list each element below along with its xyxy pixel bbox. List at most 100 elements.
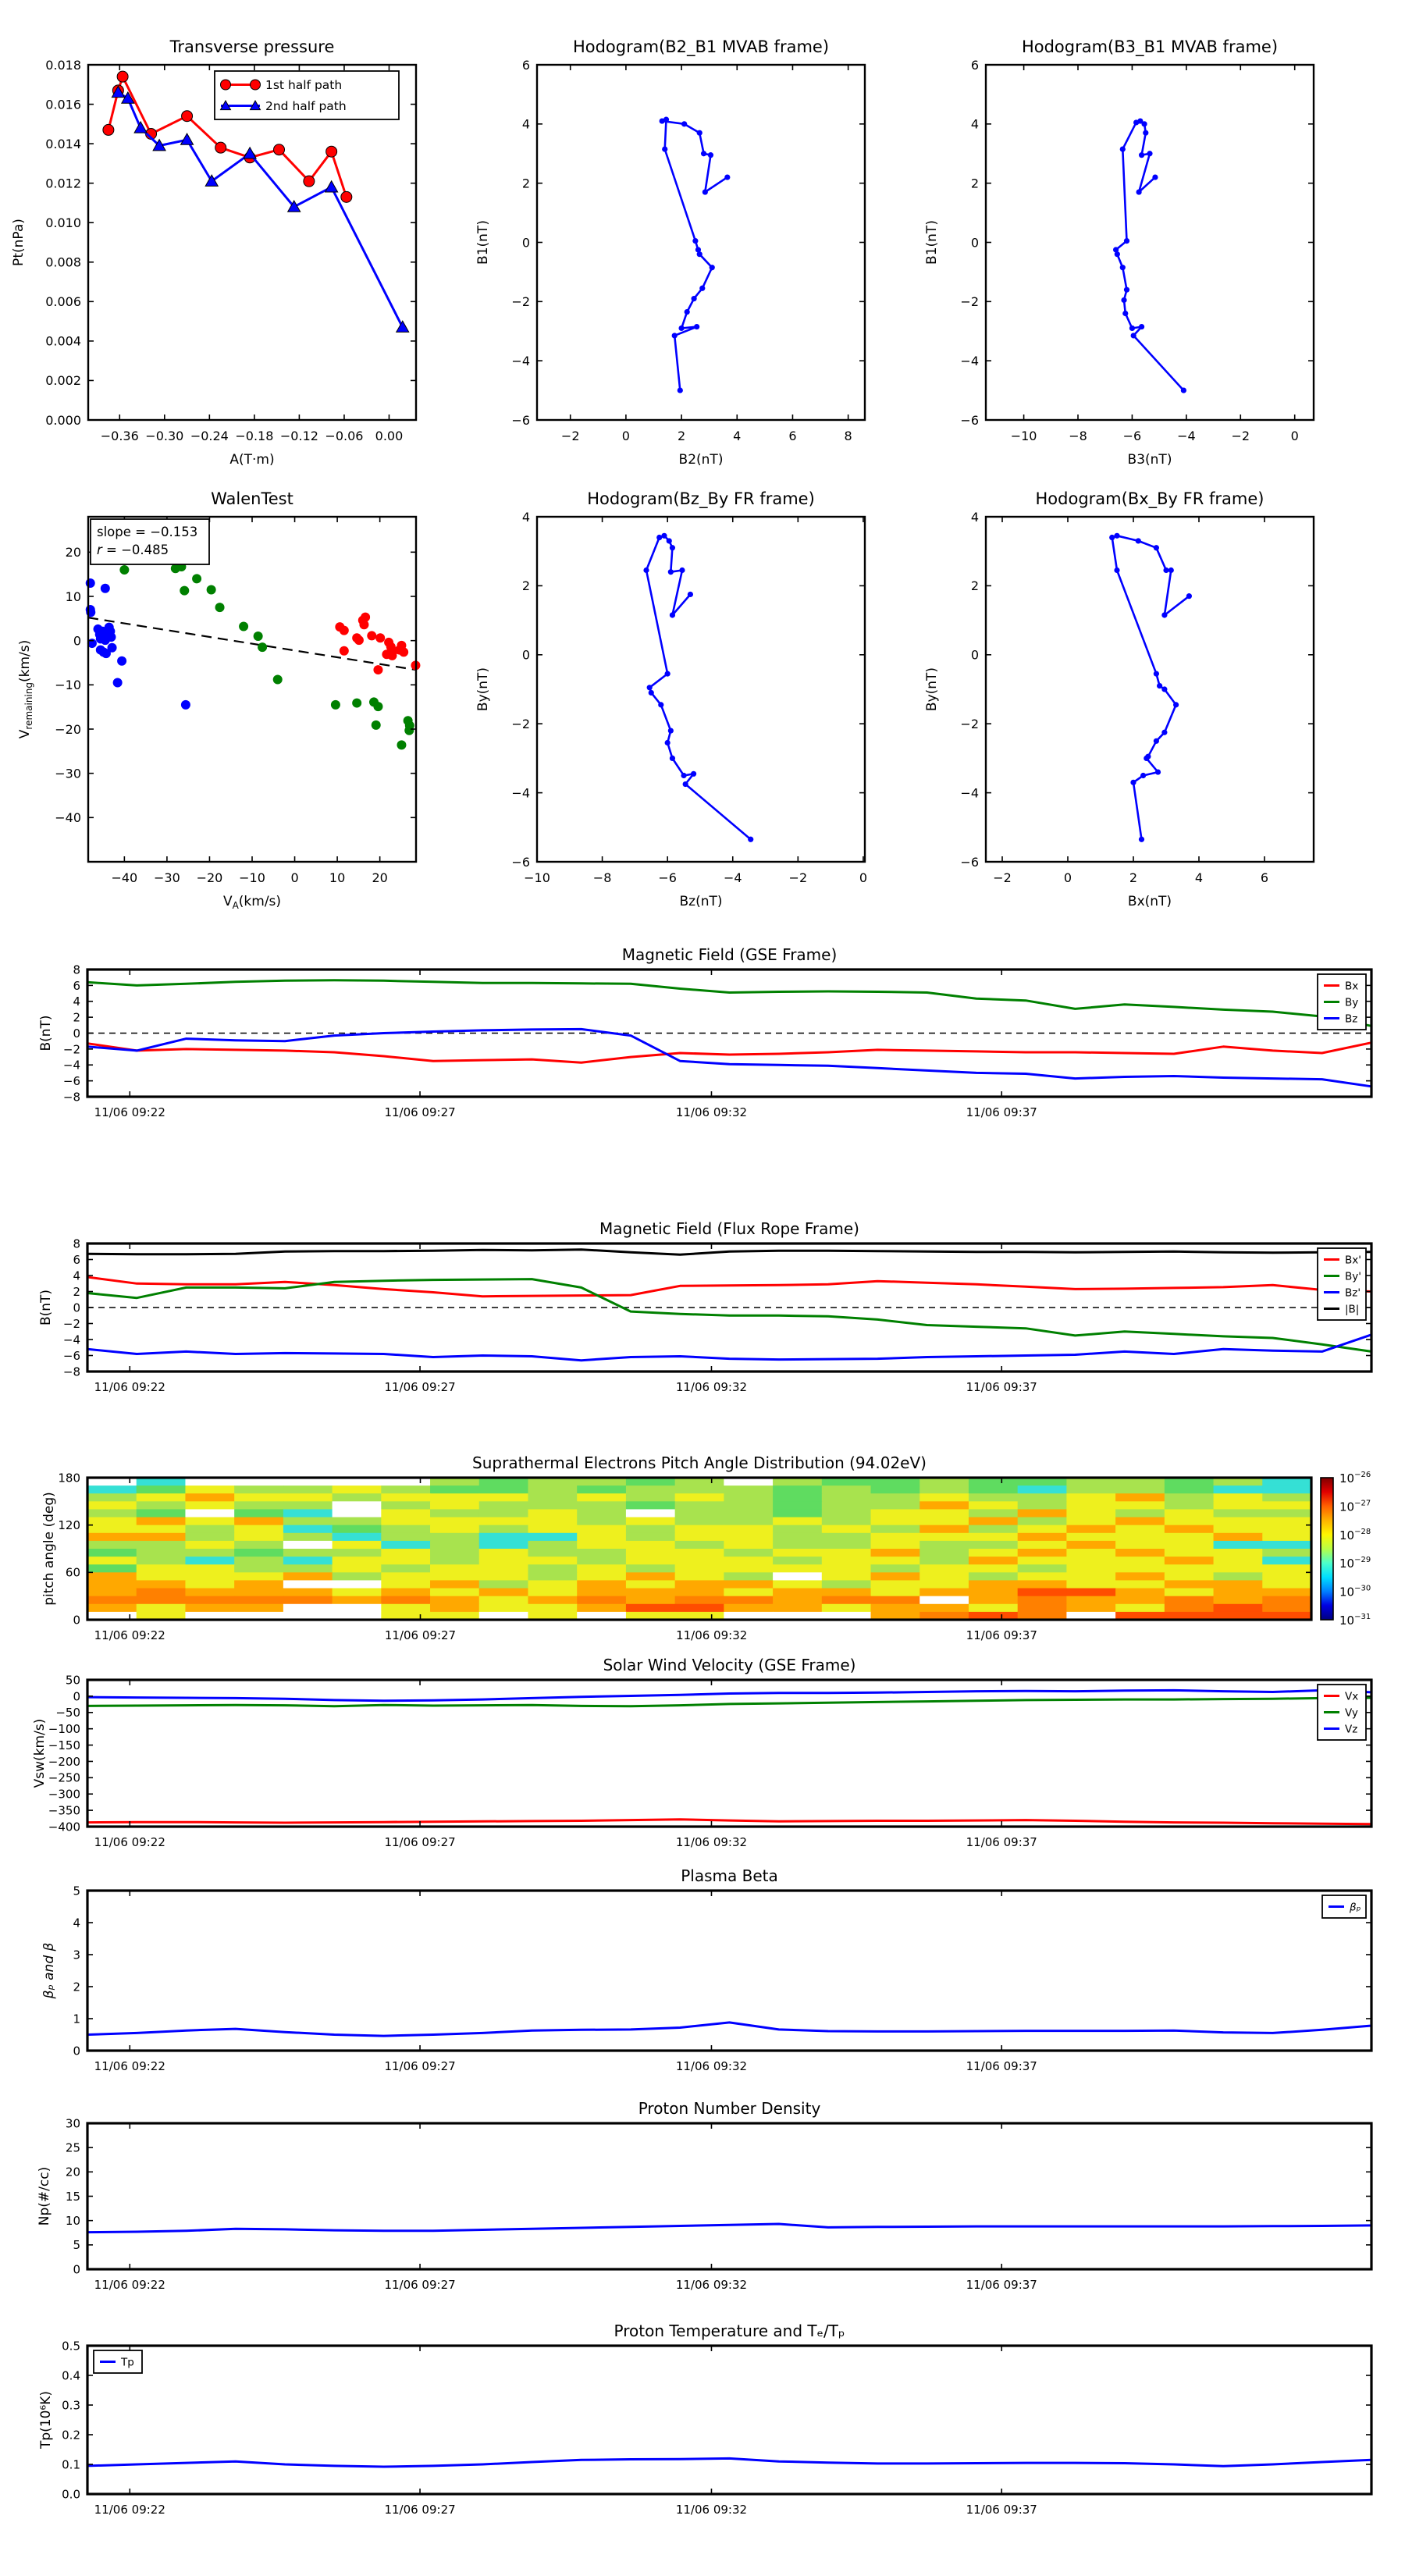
y-tick-label: 2 xyxy=(73,1011,80,1025)
y-tick-label: 20 xyxy=(66,2165,80,2179)
axis-ticks: 11/06 09:22 11/06 09:27 11/06 09:32 11/06 0… xyxy=(48,1673,1371,1849)
legend-label: Vy xyxy=(1345,1706,1358,1719)
y-axis-label: Tp(10⁶K) xyxy=(38,2391,54,2450)
y-tick-label: 6 xyxy=(971,58,979,73)
series-Bx' xyxy=(86,1276,1373,1298)
x-tick-label: −40 xyxy=(111,870,137,885)
y-tick-label: 0.006 xyxy=(45,294,81,309)
x-axis-label: B3(nT) xyxy=(1128,452,1172,468)
x-tick-label: −8 xyxy=(593,870,612,885)
y-tick-label: 20 xyxy=(66,545,81,560)
x-tick-label: 11/06 09:37 xyxy=(966,2278,1037,2292)
legend-label: By' xyxy=(1345,1270,1361,1283)
y-tick-label: −4 xyxy=(511,354,530,368)
x-tick-label: 11/06 09:27 xyxy=(384,1835,455,1849)
x-tick-label: −10 xyxy=(524,870,550,885)
axes-frame xyxy=(86,1678,1373,1828)
y-tick-label: 3 xyxy=(73,1948,80,1962)
y-tick-label: −10 xyxy=(55,678,81,692)
legend-label: 1st half path xyxy=(265,78,342,92)
panel-title: Hodogram(B2_B1 MVAB frame) xyxy=(573,37,829,57)
y-tick-label: −4 xyxy=(960,354,979,368)
y-tick-label: −2 xyxy=(63,1317,80,1331)
y-tick-label: 5 xyxy=(73,2238,80,2252)
x-tick-label: 4 xyxy=(1195,870,1203,885)
panel-title: Hodogram(Bz_By FR frame) xyxy=(587,489,815,509)
y-tick-label: −250 xyxy=(48,1771,80,1785)
y-tick-label: 60 xyxy=(66,1566,80,1580)
x-tick-label: 11/06 09:27 xyxy=(384,1380,455,1394)
annotation-text: r = −0.485 xyxy=(97,543,169,557)
x-tick-label: 11/06 09:37 xyxy=(966,1380,1037,1394)
y-tick-label: 0 xyxy=(73,1613,80,1627)
legend: βₚ xyxy=(1321,1895,1367,1919)
y-tick-label: 2 xyxy=(522,578,530,593)
x-tick-label: 0 xyxy=(1064,870,1072,885)
y-tick-label: −4 xyxy=(63,1059,80,1073)
y-tick-label: 15 xyxy=(66,2190,80,2204)
series-By xyxy=(86,979,1373,1027)
panel-hodogram-b2-b1: −2 0 2 4 6 8 −6 −4 −2 0 2 4 6 Hodogram(B2_B1 MVAB fra… xyxy=(475,37,866,468)
y-tick-label: 0.018 xyxy=(45,58,81,73)
axes-frame xyxy=(86,968,1373,1098)
x-tick-label: 11/06 09:32 xyxy=(676,2059,747,2073)
y-tick-label: −6 xyxy=(511,855,530,870)
legend-label: Bz' xyxy=(1345,1286,1361,1299)
y-tick-label: 0.014 xyxy=(45,137,81,151)
x-tick-label: 11/06 09:37 xyxy=(966,1835,1037,1849)
y-axis-label: Vsw(km/s) xyxy=(32,1719,48,1788)
panel-title: Suprathermal Electrons Pitch Angle Distr… xyxy=(472,1453,927,1472)
x-axis-label: B2(nT) xyxy=(679,452,724,468)
colorbar-tick-label: 10−28 xyxy=(1339,1528,1371,1542)
y-tick-label: 4 xyxy=(522,117,530,132)
panel-magnetic-field-fr: 11/06 09:22 11/06 09:27 11/06 09:32 11/06 0… xyxy=(38,1219,1373,1394)
scatter-first-interval xyxy=(85,578,190,710)
x-tick-label: −4 xyxy=(724,870,742,885)
y-axis-label: Vremaining(km/s) xyxy=(17,640,34,739)
y-tick-label: 0.000 xyxy=(45,413,81,428)
y-axis-label: B(nT) xyxy=(38,1290,54,1325)
y-tick-label: 2 xyxy=(73,1980,80,1994)
axis-ticks: 11/06 09:22 11/06 09:27 11/06 09:32 11/06 0… xyxy=(63,1236,1371,1394)
x-tick-label: 0.00 xyxy=(375,429,404,443)
x-tick-label: 0 xyxy=(1291,429,1299,443)
legend-label: Bz xyxy=(1345,1012,1357,1025)
y-axis-label: Np(#/cc) xyxy=(37,2167,52,2226)
axis-ticks: −40 −30 −20 −10 0 10 20 −40 −30 −20 −10 0 10 20 xyxy=(55,517,416,885)
y-tick-label: 0.4 xyxy=(62,2368,80,2382)
x-tick-label: 11/06 09:27 xyxy=(384,2059,455,2073)
y-tick-label: −2 xyxy=(960,294,979,309)
y-tick-label: −8 xyxy=(63,1090,80,1104)
y-tick-label: 120 xyxy=(58,1518,80,1532)
x-tick-label: 2 xyxy=(1129,870,1137,885)
panel-electron-pad: 11/06 09:22 11/06 09:27 11/06 09:32 11/06 0… xyxy=(41,1453,1371,1642)
y-tick-label: 50 xyxy=(66,1673,80,1687)
legend-box xyxy=(93,2350,143,2374)
legend-label: |B| xyxy=(1345,1303,1359,1315)
panel-solar-wind-velocity: 11/06 09:22 11/06 09:27 11/06 09:32 11/06 0… xyxy=(32,1656,1373,1849)
y-axis-label: Pt(nPa) xyxy=(11,219,27,266)
x-tick-label: 4 xyxy=(733,429,741,443)
series-Bx-By path xyxy=(1109,532,1192,842)
panel-magnetic-field-gse: 11/06 09:22 11/06 09:27 11/06 09:32 11/06 0… xyxy=(38,945,1373,1119)
axes-frame xyxy=(86,1476,1313,1621)
y-tick-label: 6 xyxy=(522,58,530,73)
panel-plasma-beta: 11/06 09:22 11/06 09:27 11/06 09:32 11/06 0… xyxy=(41,1866,1373,2073)
x-tick-label: 20 xyxy=(372,870,387,885)
y-tick-label: 0.1 xyxy=(62,2457,80,2471)
panel-transverse-pressure: −0.36 −0.30 −0.24 −0.18 −0.12 −0.06 0.00 0.000 0… xyxy=(11,37,418,468)
y-tick-label: 10 xyxy=(66,2214,80,2228)
colorbar-tick-label: 10−26 xyxy=(1339,1471,1371,1485)
y-tick-label: 0 xyxy=(73,1689,80,1703)
y-tick-label: −2 xyxy=(960,717,979,731)
y-axis-label: By(nT) xyxy=(475,667,491,711)
x-tick-label: −0.30 xyxy=(145,429,183,443)
panel-title: Magnetic Field (GSE Frame) xyxy=(622,945,838,964)
axes-frame xyxy=(535,515,866,863)
y-tick-label: −300 xyxy=(48,1788,80,1802)
x-tick-label: 11/06 09:32 xyxy=(676,1105,747,1119)
x-tick-label: 11/06 09:32 xyxy=(676,1628,747,1642)
x-tick-label: −2 xyxy=(561,429,580,443)
x-tick-label: 8 xyxy=(845,429,852,443)
